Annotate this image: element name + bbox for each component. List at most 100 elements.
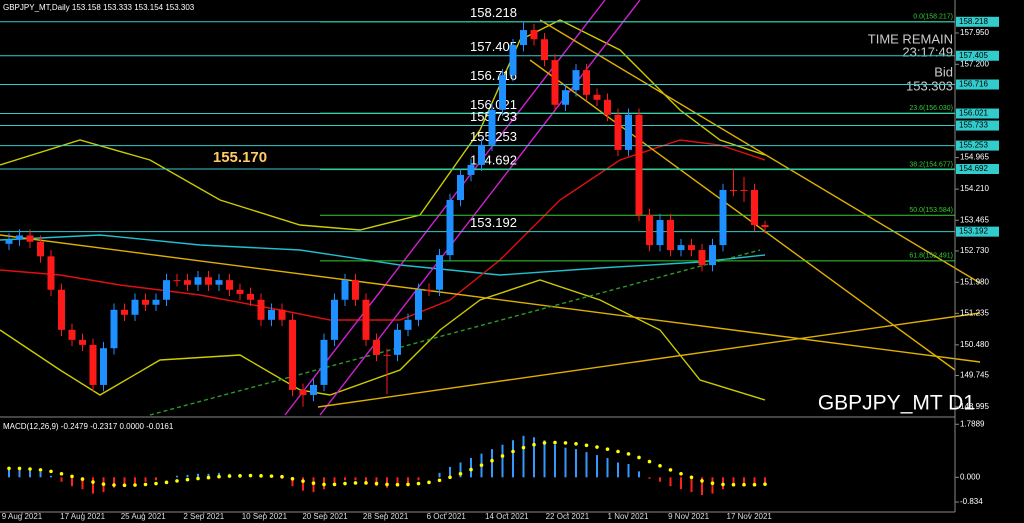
bid-value: 153.303	[906, 78, 953, 93]
time-value: 23:17:49	[902, 44, 953, 59]
x-tick-label: 10 Sep 2021	[242, 512, 288, 521]
signal-dot	[269, 474, 274, 478]
level-box	[956, 16, 999, 27]
macd-title: MACD(12,26,9) -0.2479 -0.2317 0.0000 -0.…	[3, 422, 174, 431]
time-label: TIME REMAIN	[868, 31, 953, 46]
signal-dot	[217, 474, 221, 479]
candle-body	[299, 389, 307, 395]
trend-line	[149, 249, 761, 416]
signal-dot	[154, 481, 158, 486]
candle-body	[404, 319, 412, 330]
candle-body	[142, 299, 149, 305]
x-tick-label: 14 Oct 2021	[485, 512, 529, 521]
x-tick-label: 9 Aug 2021	[2, 512, 43, 521]
chart-title: GBPJPY_MT,Daily 153.158 153.333 153.154 …	[3, 3, 195, 12]
candle-body	[415, 289, 422, 320]
candle-body	[730, 189, 737, 191]
level-box	[956, 140, 999, 151]
band-lower	[0, 279, 766, 401]
x-tick-label: 6 Oct 2021	[427, 512, 467, 521]
signal-dot	[595, 445, 599, 449]
candle-body	[719, 189, 727, 246]
candle-body	[751, 189, 758, 226]
candle-body	[37, 241, 44, 257]
signal-dot	[731, 482, 736, 487]
signal-dot	[38, 468, 43, 472]
candle-body	[604, 99, 611, 115]
candle-body	[247, 293, 254, 300]
y-tick-label: 148.995	[960, 402, 989, 411]
signal-dot	[49, 469, 53, 474]
signal-dot	[206, 475, 211, 480]
candle-body	[425, 289, 433, 291]
candle-body	[310, 384, 317, 395]
fibo-label: 50.0(153.584)	[909, 207, 953, 214]
candle-body	[551, 60, 559, 105]
signal-dot	[553, 440, 557, 445]
candle-body	[58, 289, 65, 330]
level-box-label: 156.021	[959, 109, 988, 118]
candle-body	[688, 245, 695, 251]
signal-dot	[500, 454, 505, 458]
x-tick-label: 9 Nov 2021	[668, 512, 709, 521]
y-tick-label: 150.480	[960, 340, 989, 349]
candle-body	[709, 245, 716, 266]
x-tick-label: 17 Nov 2021	[727, 512, 773, 521]
signal-dot	[532, 442, 536, 447]
fibo-label: 23.6(156.030)	[909, 105, 953, 112]
trend-line	[0, 234, 981, 363]
signal-dot	[322, 482, 326, 487]
macd-y-tick-label: 0.000	[960, 472, 981, 481]
candle-body	[467, 164, 475, 175]
signal-dot	[175, 479, 179, 483]
y-tick-label: 149.745	[960, 371, 989, 380]
level-box-label: 154.692	[959, 164, 988, 173]
candle-body	[362, 299, 370, 340]
signal-dot	[427, 480, 431, 485]
signal-dot	[763, 482, 767, 486]
ma-red	[0, 139, 766, 321]
candle-body	[163, 280, 170, 300]
signal-dot	[7, 466, 11, 471]
signal-dot	[448, 475, 452, 480]
candle-body	[520, 30, 527, 46]
candle-body	[488, 109, 496, 145]
candle-body	[352, 280, 359, 300]
signal-dot	[679, 471, 683, 476]
x-tick-label: 22 Oct 2021	[546, 512, 590, 521]
y-tick-label: 157.200	[960, 59, 989, 68]
level-box-label: 155.733	[959, 121, 988, 130]
candle-body	[499, 75, 506, 110]
signal-dot	[238, 474, 242, 478]
indicators	[0, 0, 981, 416]
signal-dot	[721, 482, 725, 487]
candle-body	[205, 277, 212, 285]
signal-dot	[311, 481, 316, 486]
signal-dot	[185, 477, 190, 482]
signal-dot	[374, 481, 379, 486]
level-box	[956, 108, 999, 119]
signal-dot	[626, 452, 631, 456]
x-tick-label: 1 Nov 2021	[608, 512, 649, 521]
candle-body	[236, 289, 244, 294]
candle-body	[152, 299, 160, 305]
signal-dot	[395, 482, 400, 487]
candle-body	[173, 280, 181, 282]
candle-body	[373, 339, 380, 355]
candle-body	[110, 309, 118, 349]
candle-body	[394, 329, 401, 355]
level-box	[956, 50, 999, 61]
level-box	[956, 79, 999, 90]
y-tick-label: 153.465	[960, 215, 989, 224]
candle-body	[100, 348, 107, 385]
signal-dot	[80, 477, 85, 481]
candle-body	[593, 94, 601, 100]
candle-body	[740, 189, 748, 191]
signal-dot	[385, 482, 389, 487]
candle-body	[698, 250, 706, 266]
symbol-label: GBPJPY_MT D1	[818, 392, 975, 415]
signal-dot	[406, 482, 410, 487]
signal-dot	[122, 483, 127, 488]
signal-dot	[17, 466, 22, 471]
